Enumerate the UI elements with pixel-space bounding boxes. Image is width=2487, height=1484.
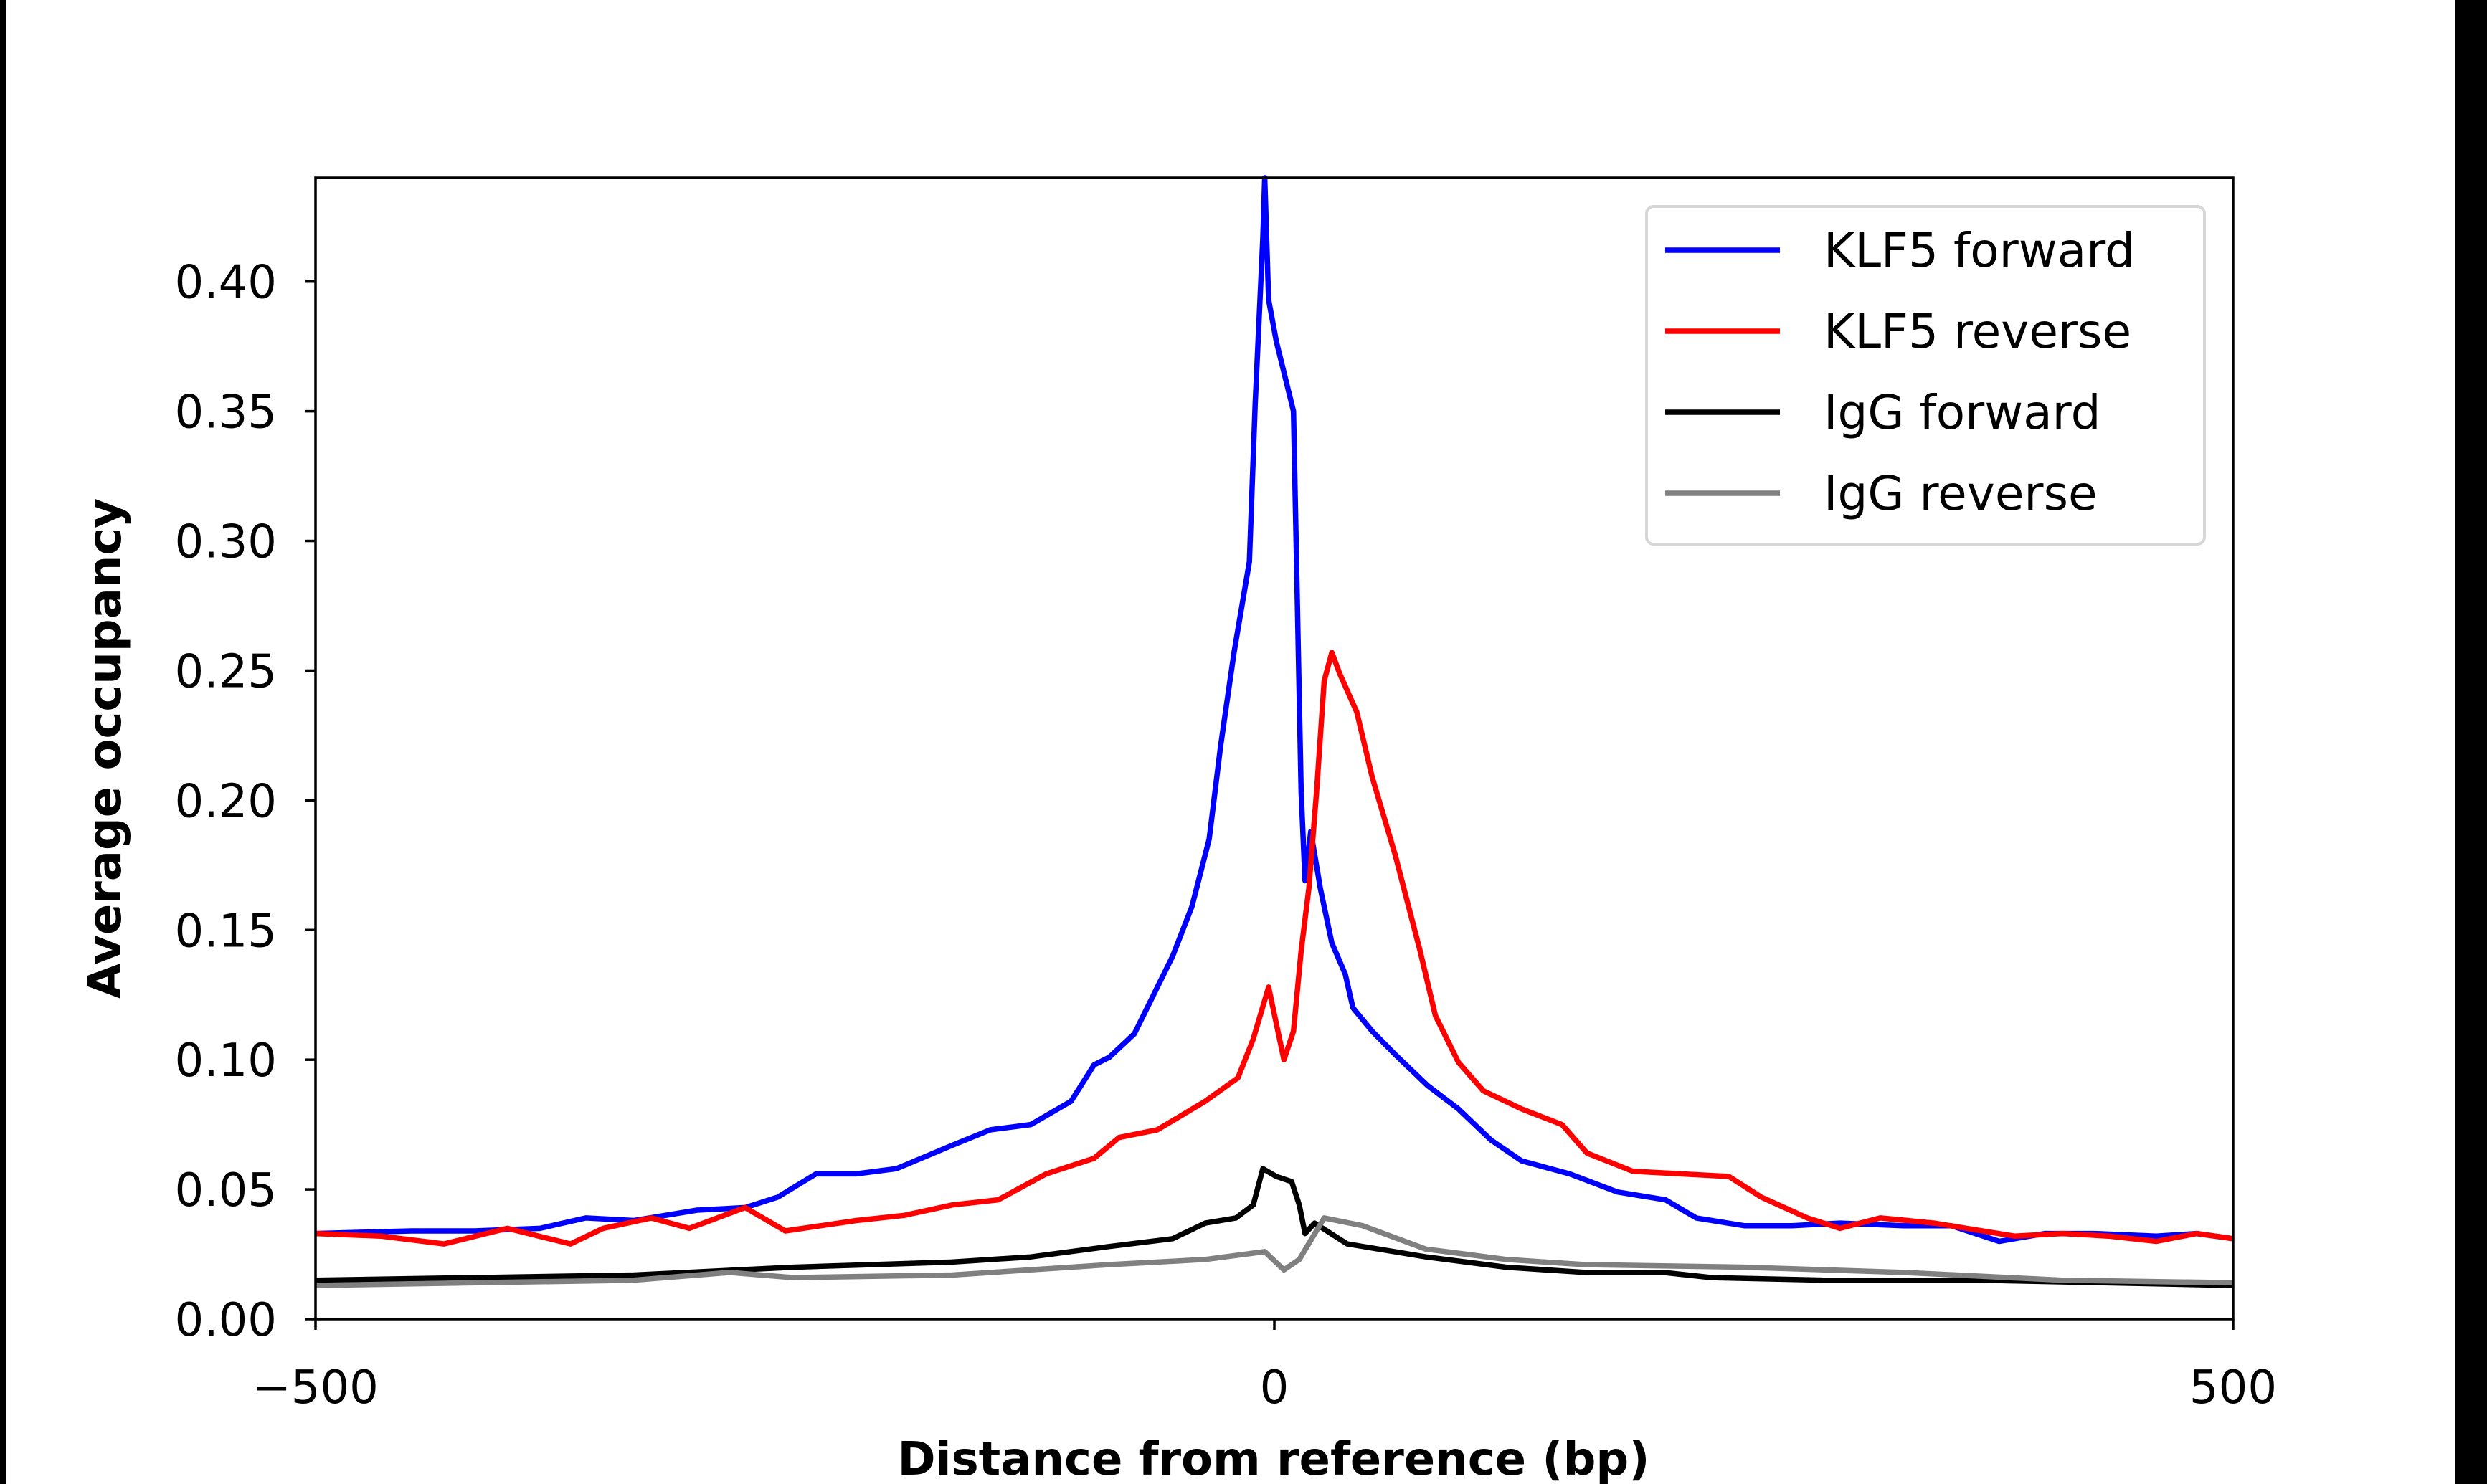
y-tick-label: 0.40 [175, 257, 278, 310]
legend-label: KLF5 forward [1824, 223, 2135, 278]
legend-label: IgG reverse [1824, 466, 2098, 521]
ticks-layer: −500 0 500 0.00 0.05 0.10 0.15 0.20 0.25 0.30 0.35… [175, 257, 2278, 1414]
legend: KLF5 forward KLF5 reverse IgG forward IgG r… [1645, 205, 2206, 546]
y-tick-label: 0.30 [175, 516, 278, 569]
series-line-klf5-forward [315, 175, 2234, 1245]
left-border [0, 0, 6, 1484]
y-axis-label: Average occupancy [79, 498, 132, 999]
x-tick-label: −500 [252, 1361, 379, 1414]
y-tick-label: 0.10 [175, 1034, 278, 1088]
y-tick-label: 0.20 [175, 775, 278, 828]
series-line-igg-reverse [315, 1215, 2234, 1288]
series-layer [315, 175, 2234, 1288]
series-line-igg-forward [315, 1166, 2234, 1288]
y-tick-label: 0.00 [175, 1294, 278, 1347]
legend-box [1645, 205, 2206, 546]
y-tick-label: 0.35 [175, 386, 278, 439]
x-tick-label: 0 [1260, 1361, 1289, 1414]
legend-label: KLF5 reverse [1824, 304, 2131, 359]
x-axis-label: Distance from reference (bp) [898, 1433, 1650, 1484]
y-tick-label: 0.05 [175, 1164, 278, 1217]
series-line-klf5-reverse [315, 650, 2234, 1247]
right-border [2455, 0, 2487, 1484]
y-tick-label: 0.15 [175, 905, 278, 958]
legend-label: IgG forward [1824, 385, 2101, 440]
x-tick-label: 500 [2189, 1361, 2277, 1414]
y-tick-label: 0.25 [175, 645, 278, 698]
